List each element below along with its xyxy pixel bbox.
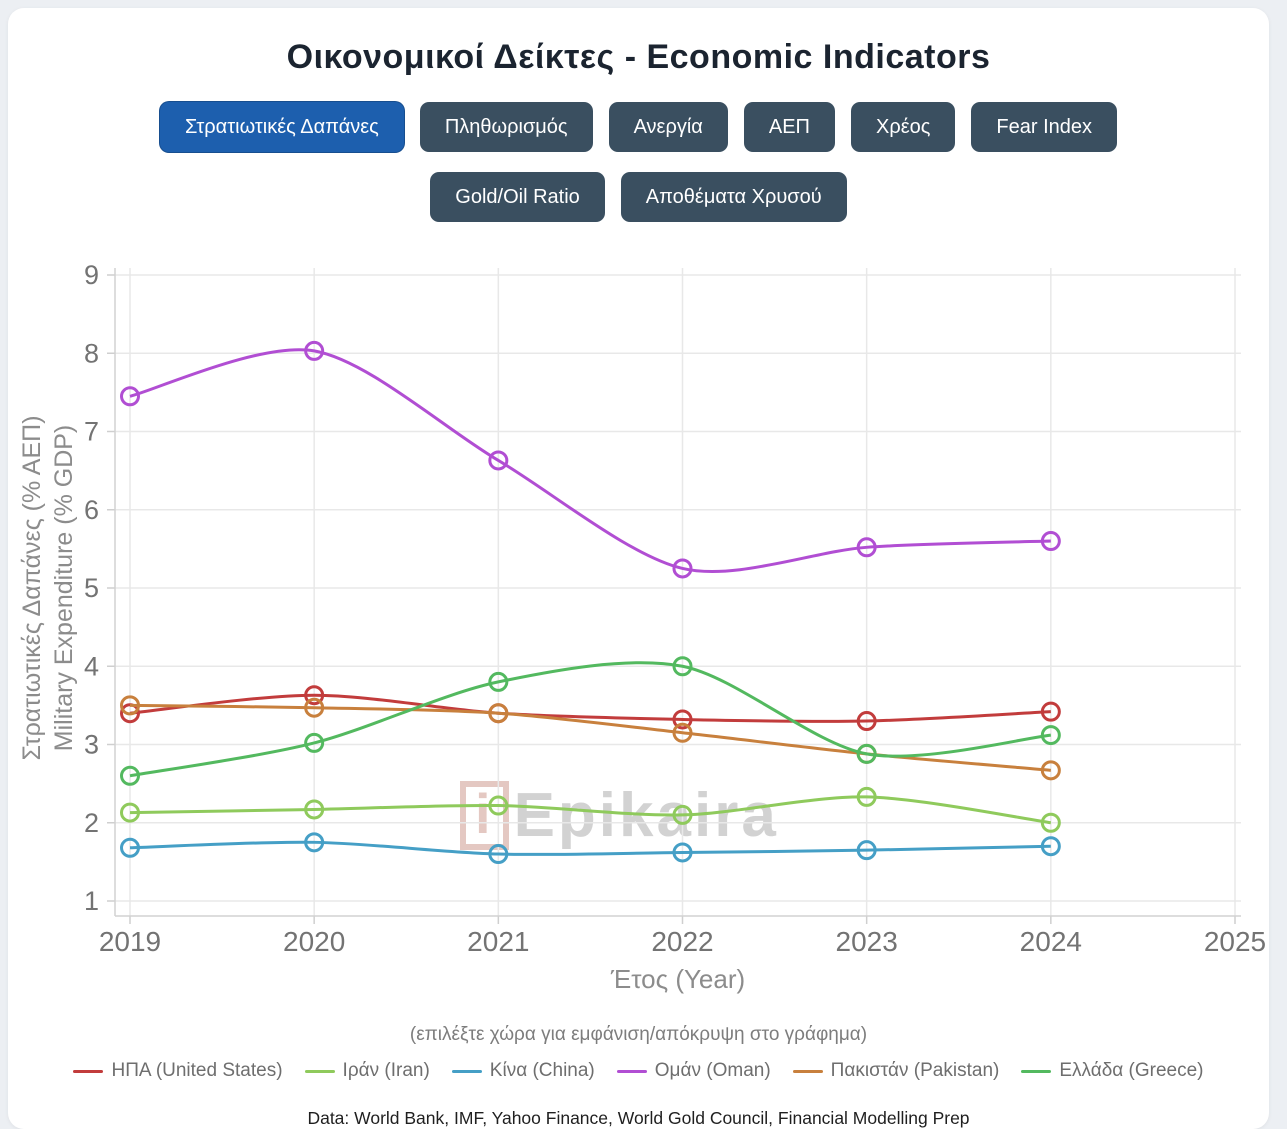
- svg-text:2023: 2023: [836, 926, 898, 957]
- watermark-i: i: [460, 780, 509, 851]
- svg-text:Έτος (Year): Έτος (Year): [610, 964, 745, 994]
- svg-text:2: 2: [84, 808, 99, 838]
- svg-text:8: 8: [84, 338, 99, 368]
- legend-item[interactable]: Κίνα (China): [451, 1060, 595, 1082]
- data-sources: Data: World Bank, IMF, Yahoo Finance, Wo…: [307, 1108, 970, 1128]
- svg-text:2024: 2024: [1020, 926, 1082, 957]
- legend-color-dash: [792, 1069, 823, 1073]
- legend-color-dash: [73, 1069, 104, 1073]
- legend-item-label: ΗΠΑ (United States): [111, 1060, 283, 1081]
- legend-item[interactable]: Ιράν (Iran): [304, 1060, 430, 1082]
- tab-gold-reserves[interactable]: Αποθέματα Χρυσού: [620, 172, 847, 222]
- legend-item-label: Ιράν (Iran): [342, 1060, 430, 1081]
- tab-inflation[interactable]: Πληθωρισμός: [419, 102, 593, 152]
- svg-text:6: 6: [84, 495, 99, 525]
- tab-gdp[interactable]: ΑΕΠ: [743, 102, 835, 152]
- legend-item[interactable]: Ομάν (Oman): [616, 1060, 771, 1082]
- svg-text:2019: 2019: [99, 926, 161, 957]
- chart-area: i Epikaira 1 2 3 4 5 6 7 8 9 2019 2020 2021 2022 2023…: [8, 256, 1287, 1001]
- svg-text:4: 4: [84, 651, 99, 681]
- svg-text:3: 3: [84, 730, 99, 760]
- legend-item[interactable]: Πακιστάν (Pakistan): [792, 1060, 1000, 1082]
- legend-item-label: Κίνα (China): [489, 1060, 595, 1081]
- tab-unemployment[interactable]: Ανεργία: [608, 102, 728, 152]
- svg-text:2022: 2022: [651, 926, 713, 957]
- svg-text:2020: 2020: [283, 926, 345, 957]
- legend-color-dash: [451, 1069, 482, 1073]
- svg-text:Military Expenditure (% GDP): Military Expenditure (% GDP): [50, 425, 78, 751]
- legend-item-label: Πακιστάν (Pakistan): [830, 1060, 1000, 1081]
- tab-military-expenditure[interactable]: Στρατιωτικές Δαπάνες: [159, 102, 404, 152]
- content-card: Οικονομικοί Δείκτες - Economic Indicator…: [8, 8, 1269, 1129]
- svg-text:2021: 2021: [467, 926, 529, 957]
- svg-text:Στρατιωτικές Δαπάνες (% ΑΕΠ): Στρατιωτικές Δαπάνες (% ΑΕΠ): [18, 415, 46, 760]
- legend-color-dash: [1021, 1069, 1052, 1073]
- legend-color-dash: [304, 1069, 335, 1073]
- legend-item-label: Ελλάδα (Greece): [1059, 1060, 1204, 1081]
- svg-text:1: 1: [84, 886, 99, 916]
- svg-text:5: 5: [84, 573, 99, 603]
- tab-debt[interactable]: Χρέος: [850, 102, 956, 152]
- legend-item-label: Ομάν (Oman): [654, 1060, 771, 1081]
- legend-item[interactable]: ΗΠΑ (United States): [73, 1060, 283, 1082]
- indicator-tabs-row-2: Gold/Oil Ratio Αποθέματα Χρυσού: [8, 172, 1269, 222]
- line-chart: 1 2 3 4 5 6 7 8 9 2019 2020 2021 2022 2023 2024 2025 Στρ…: [18, 260, 1266, 994]
- legend-color-dash: [616, 1069, 647, 1073]
- chart-legend: ΗΠΑ (United States) Ιράν (Iran) Κίνα (Chin…: [8, 1060, 1269, 1082]
- tab-fear-index[interactable]: Fear Index: [971, 102, 1117, 152]
- svg-text:7: 7: [84, 417, 99, 447]
- svg-text:9: 9: [84, 260, 99, 290]
- tab-gold-oil-ratio[interactable]: Gold/Oil Ratio: [430, 172, 605, 222]
- indicator-tabs-row-1: Στρατιωτικές Δαπάνες Πληθωρισμός Ανεργία…: [8, 102, 1269, 152]
- page-title: Οικονομικοί Δείκτες - Economic Indicator…: [286, 38, 991, 76]
- legend-item[interactable]: Ελλάδα (Greece): [1021, 1060, 1204, 1082]
- svg-text:2025: 2025: [1204, 926, 1266, 957]
- legend-hint: (επιλέξτε χώρα για εμφάνιση/απόκρυψη στο…: [409, 1024, 868, 1045]
